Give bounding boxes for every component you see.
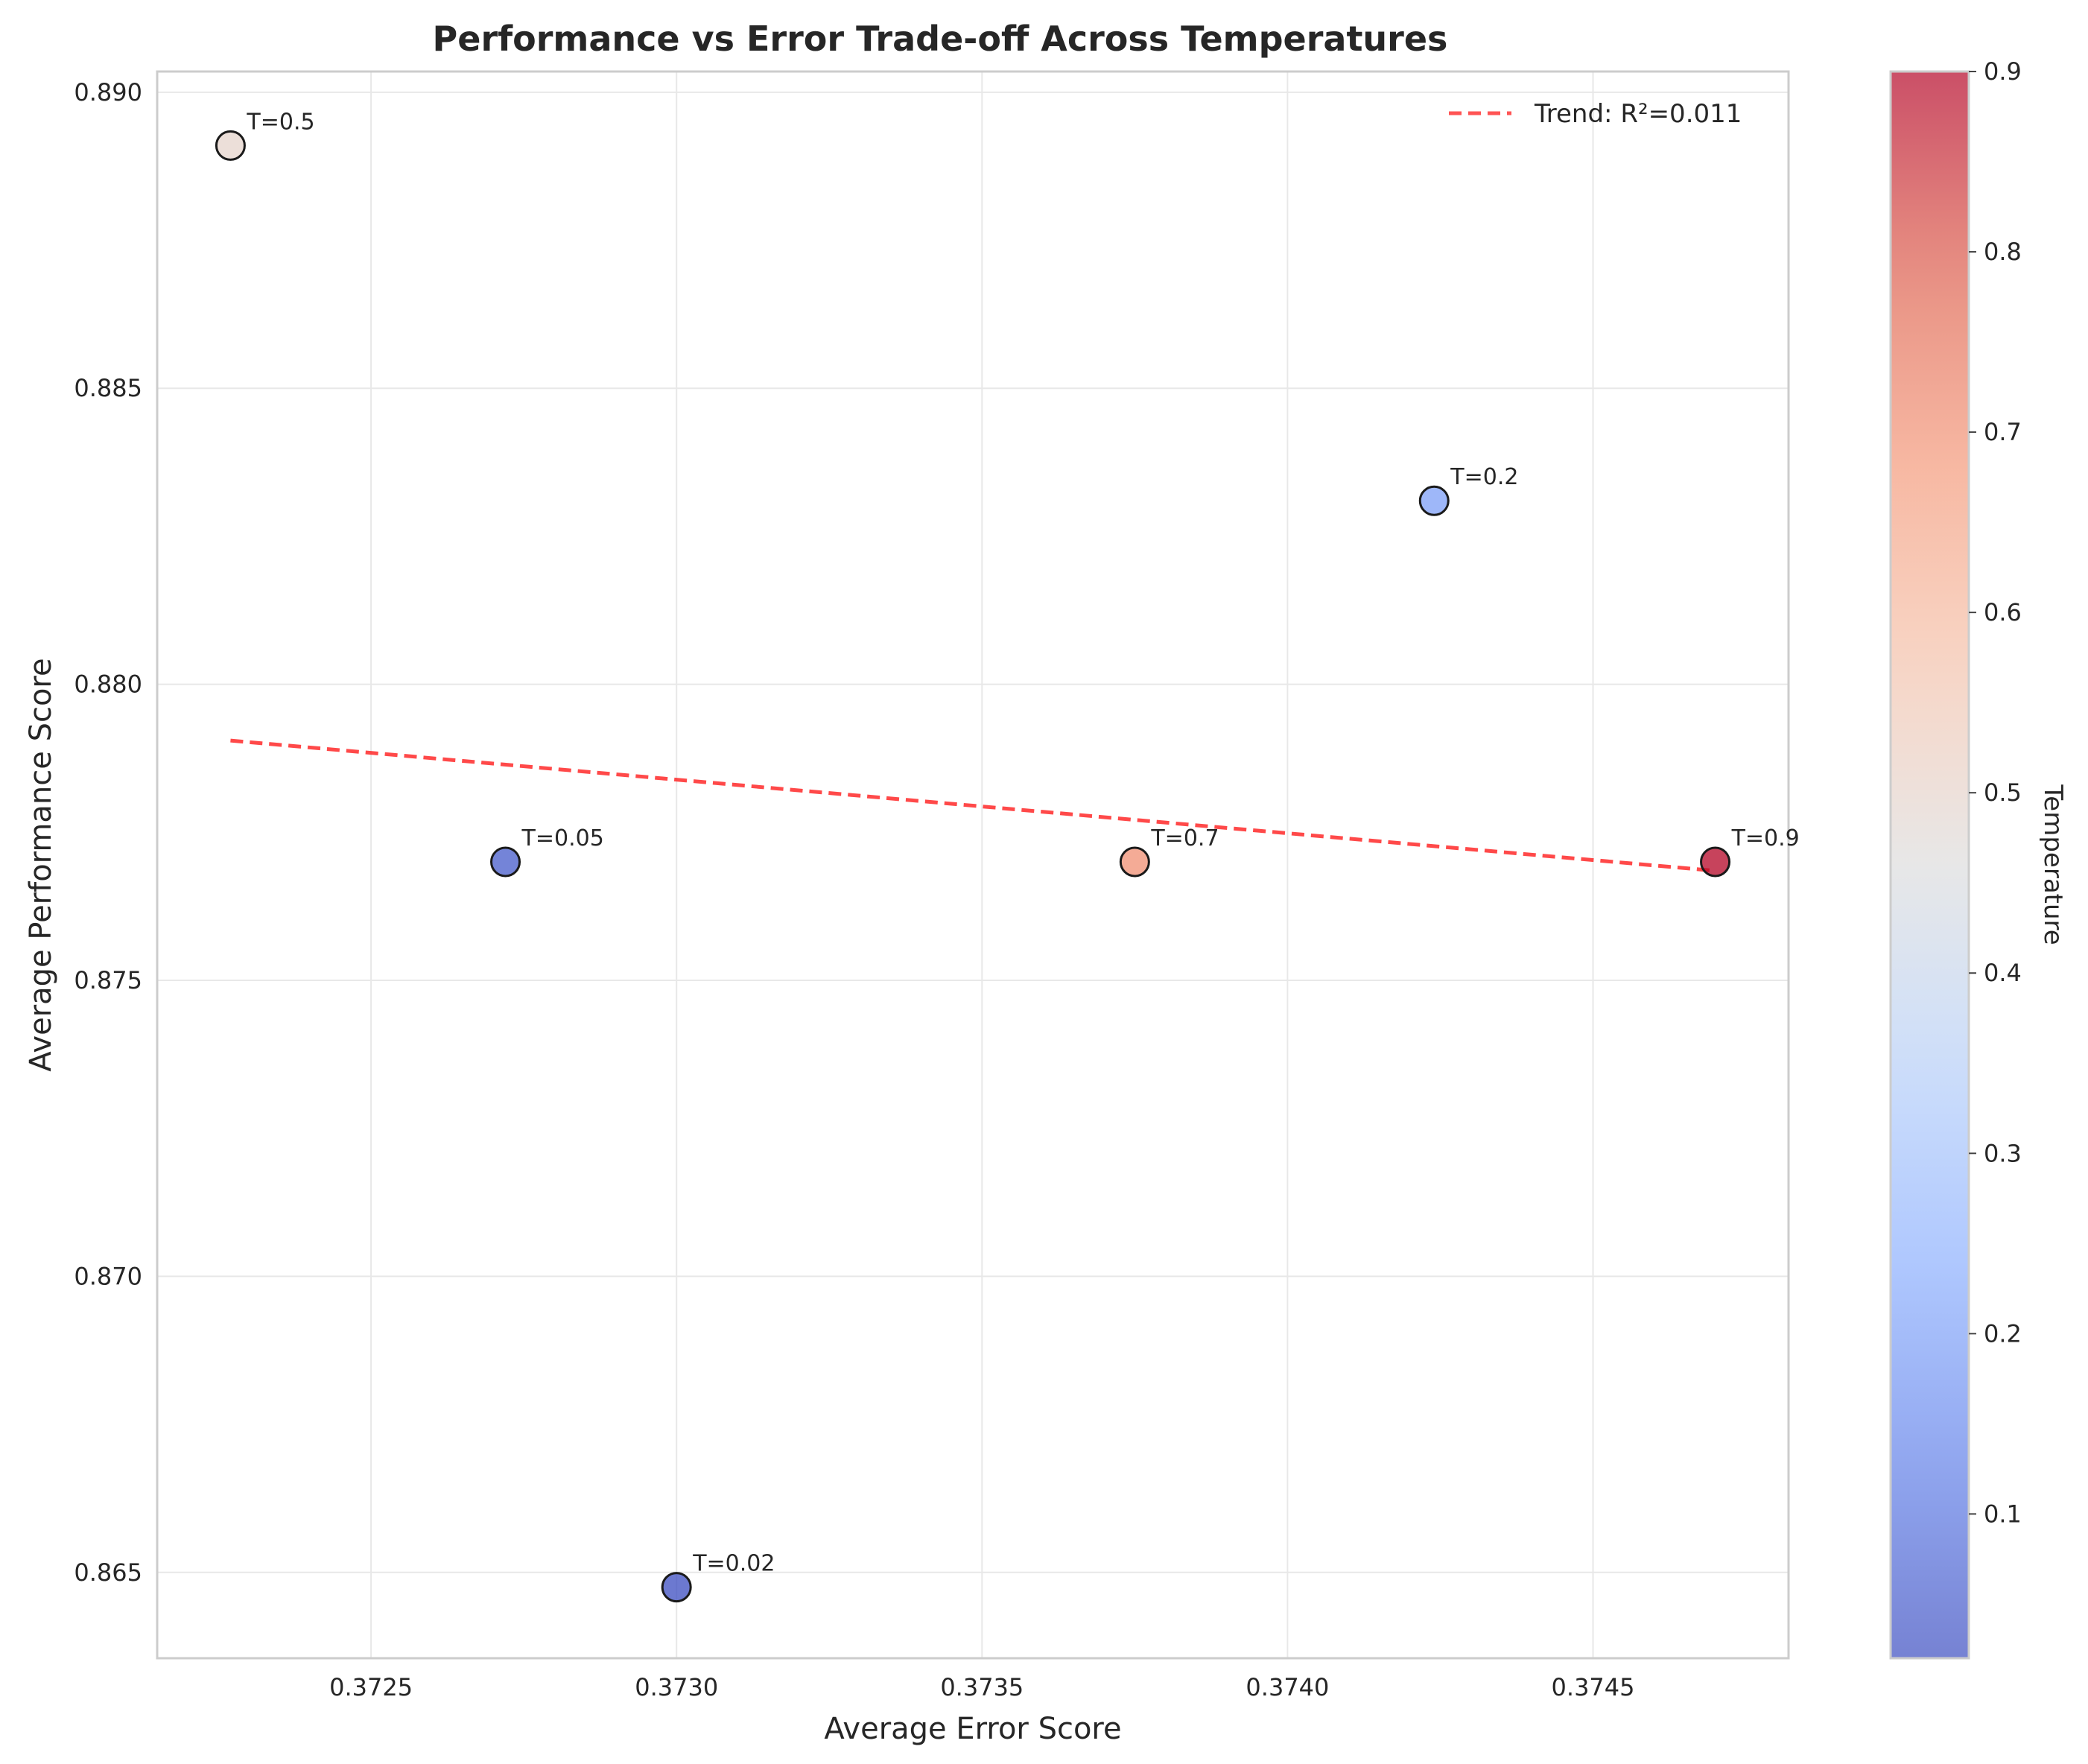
colorbar-gradient <box>1889 70 1970 1660</box>
legend: Trend: R²=0.011 <box>1449 99 1742 129</box>
trend-line-layer <box>230 738 1716 873</box>
y-ticks: 0.865 0.870 0.875 0.880 0.885 0.890 <box>74 78 142 1587</box>
legend-trend-label: Trend: R²=0.011 <box>1534 99 1742 129</box>
data-point <box>661 1572 692 1603</box>
colorbar: 0.1 0.2 0.3 0.4 0.5 0.6 0.7 0.8 0.9 <box>1889 57 2022 1660</box>
data-point <box>1119 846 1150 878</box>
x-tick-label: 0.3745 <box>1552 1673 1635 1701</box>
data-point <box>490 846 521 878</box>
plot-area <box>156 70 1790 1660</box>
trend-line <box>230 738 1716 873</box>
colorbar-tick-label: 0.3 <box>1984 1139 2022 1167</box>
x-tick-label: 0.3735 <box>940 1673 1024 1701</box>
colorbar-tick-label: 0.1 <box>1984 1500 2022 1528</box>
data-point-label: T=0.2 <box>1450 464 1518 490</box>
data-point <box>1700 846 1731 878</box>
grid <box>157 72 1789 1658</box>
data-point-label: T=0.7 <box>1150 825 1219 851</box>
x-tick-label: 0.3730 <box>635 1673 718 1701</box>
y-tick-label: 0.870 <box>74 1262 142 1290</box>
data-point-label: T=0.05 <box>521 825 604 851</box>
y-tick-label: 0.875 <box>74 966 142 994</box>
y-axis-label: Average Performance Score <box>24 658 58 1071</box>
chart-title: Performance vs Error Trade-off Across Te… <box>433 19 1448 59</box>
colorbar-tick-label: 0.6 <box>1984 598 2022 626</box>
colorbar-tick-label: 0.4 <box>1984 959 2022 987</box>
colorbar-tick-label: 0.5 <box>1984 778 2022 807</box>
data-point-label: T=0.9 <box>1731 825 1800 851</box>
y-tick-label: 0.890 <box>74 78 142 107</box>
x-ticks: 0.3725 0.3730 0.3735 0.3740 0.3745 <box>329 1673 1634 1701</box>
x-tick-label: 0.3725 <box>329 1673 413 1701</box>
colorbar-tick-label: 0.9 <box>1984 57 2022 86</box>
colorbar-label: Temperature <box>2038 784 2068 945</box>
data-point <box>215 130 246 161</box>
x-tick-label: 0.3740 <box>1245 1673 1329 1701</box>
colorbar-tick-label: 0.8 <box>1984 238 2022 266</box>
data-point-label: T=0.02 <box>692 1551 775 1577</box>
points-layer: T=0.5 T=0.05 T=0.02 T=0.7 T=0.2 T=0.9 <box>215 109 1800 1603</box>
y-tick-label: 0.880 <box>74 670 142 699</box>
colorbar-tick-label: 0.7 <box>1984 418 2022 446</box>
x-axis-label: Average Error Score <box>824 1712 1121 1746</box>
data-point-label: T=0.5 <box>246 109 314 135</box>
y-tick-label: 0.865 <box>74 1558 142 1587</box>
y-tick-label: 0.885 <box>74 374 142 402</box>
colorbar-tick-label: 0.2 <box>1984 1319 2022 1348</box>
data-point <box>1418 485 1450 516</box>
